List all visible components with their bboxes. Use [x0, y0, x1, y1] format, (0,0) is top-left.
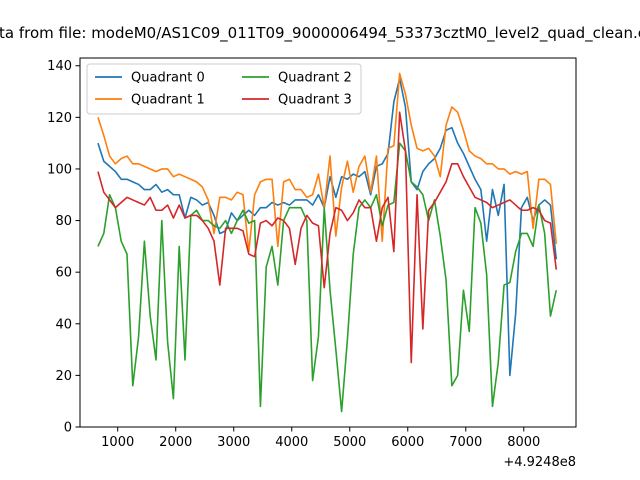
y-tick-label-0: 0: [64, 421, 72, 436]
y-tick-label-140: 140: [47, 59, 72, 74]
x-tick-label-7000: 7000: [449, 435, 482, 450]
legend-label-quadrant-3: Quadrant 3: [278, 93, 352, 108]
x-tick-label-6000: 6000: [391, 435, 424, 450]
y-tick-label-60: 60: [55, 266, 72, 281]
x-tick-label-8000: 8000: [507, 435, 540, 450]
y-tick-label-100: 100: [47, 162, 72, 177]
y-tick-label-40: 40: [55, 317, 72, 332]
y-tick-label-20: 20: [55, 369, 72, 384]
x-offset-label: +4.9248e8: [503, 455, 576, 470]
series-group: [97, 72, 558, 413]
x-tick-label-5000: 5000: [333, 435, 366, 450]
legend-box: [86, 63, 362, 115]
y-tick-label-80: 80: [55, 214, 72, 229]
x-tick-label-2000: 2000: [159, 435, 192, 450]
chart-title: Data from file: modeM0/AS1C09_011T09_900…: [0, 24, 640, 43]
legend-label-quadrant-2: Quadrant 2: [278, 71, 352, 86]
x-tick-label-1000: 1000: [101, 435, 134, 450]
axes: 1000 2000 3000 4000 5000 6000 7000 8000 0 20 40 60 8…: [47, 57, 577, 470]
series-line-quadrant-1: [97, 72, 558, 253]
series-line-quadrant-3: [97, 111, 558, 364]
legend: Quadrant 0 Quadrant 1 Quadrant 2 Quadrant 3: [86, 63, 362, 115]
series-line-quadrant-2: [97, 142, 558, 413]
axes-frame: [79, 57, 577, 428]
x-tick-label-3000: 3000: [217, 435, 250, 450]
legend-label-quadrant-0: Quadrant 0: [131, 71, 205, 86]
legend-label-quadrant-1: Quadrant 1: [131, 93, 205, 108]
series-line-quadrant-0: [97, 77, 558, 377]
y-tick-label-120: 120: [47, 111, 72, 126]
x-tick-label-4000: 4000: [275, 435, 308, 450]
